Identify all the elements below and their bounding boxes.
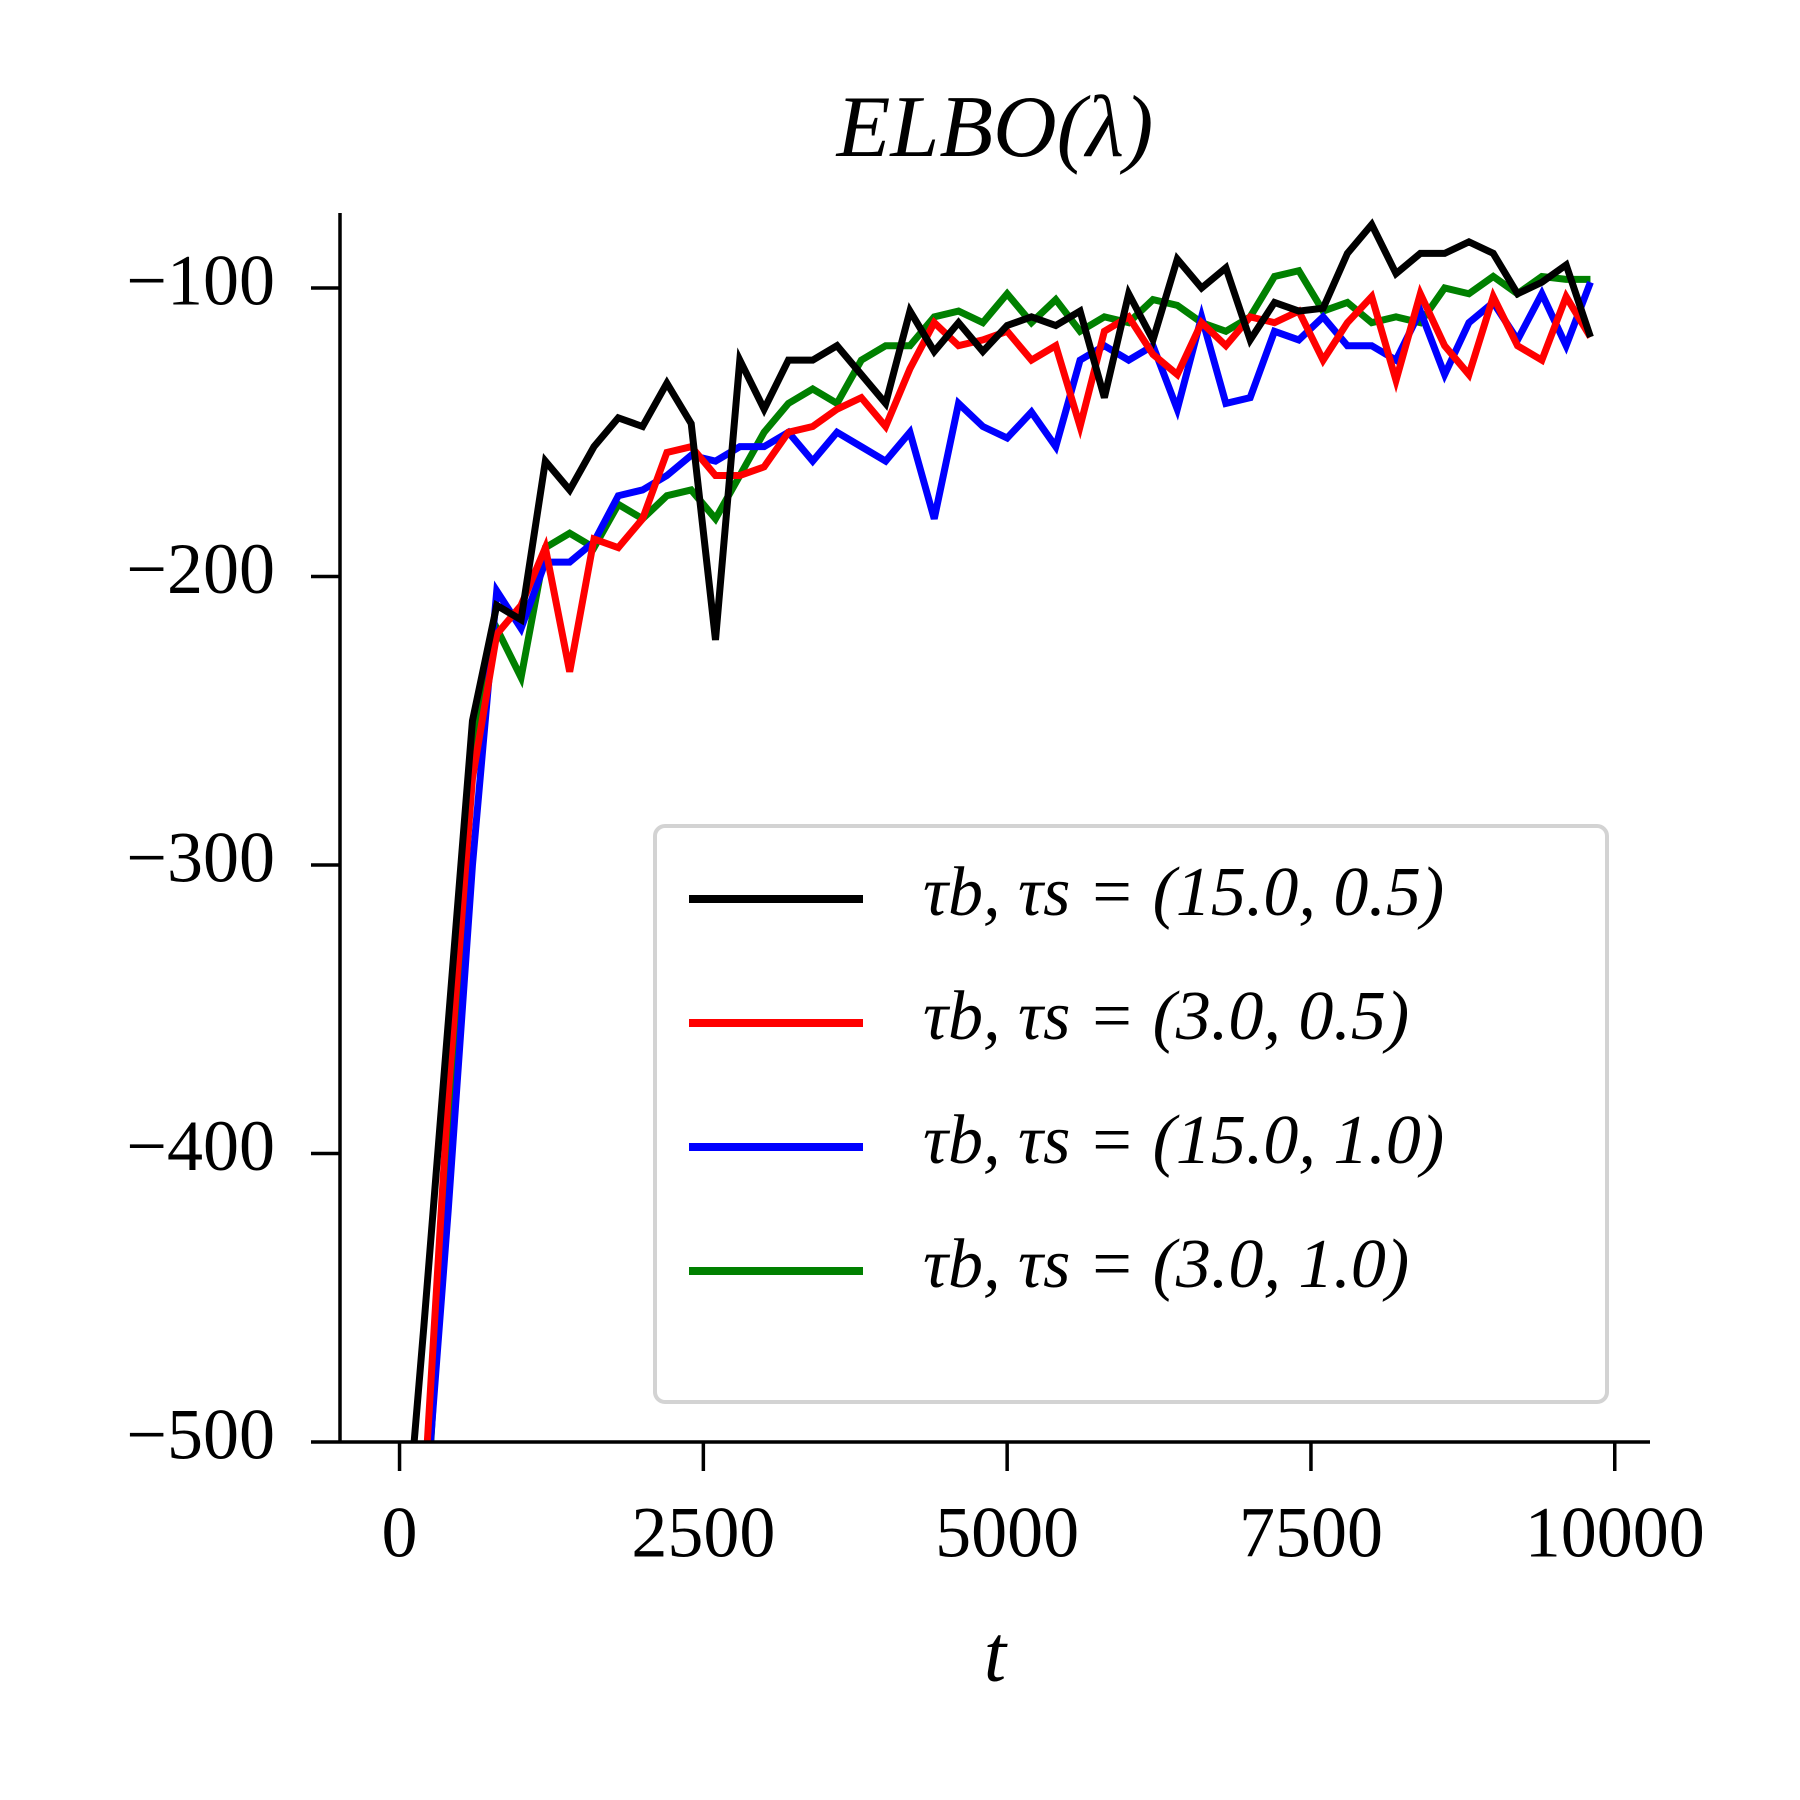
data-line <box>410 218 1594 1442</box>
x-tick-label: 2500 <box>631 1493 775 1573</box>
legend-label: τb, τs = (15.0, 1.0) <box>923 1102 1444 1179</box>
y-tick-label: −400 <box>126 1106 275 1186</box>
x-tick-label: 5000 <box>935 1493 1079 1573</box>
x-tick-label: 0 <box>382 1493 418 1573</box>
y-tick-label: −500 <box>126 1395 275 1475</box>
x-tick-label: 7500 <box>1239 1493 1383 1573</box>
y-tick-label: −300 <box>126 818 275 898</box>
y-tick-label: −100 <box>126 241 275 321</box>
legend-label: τb, τs = (15.0, 0.5) <box>923 854 1444 931</box>
legend-label: τb, τs = (3.0, 1.0) <box>923 1226 1409 1303</box>
legend-label: τb, τs = (3.0, 0.5) <box>923 978 1409 1055</box>
plot-area <box>410 218 1594 1442</box>
x-axis-label: t <box>984 1610 1008 1698</box>
legend-box <box>653 824 1609 1404</box>
x-tick-label: 10000 <box>1525 1493 1705 1573</box>
chart-title: ELBO(λ) <box>835 79 1154 176</box>
y-tick-label: −200 <box>126 529 275 609</box>
